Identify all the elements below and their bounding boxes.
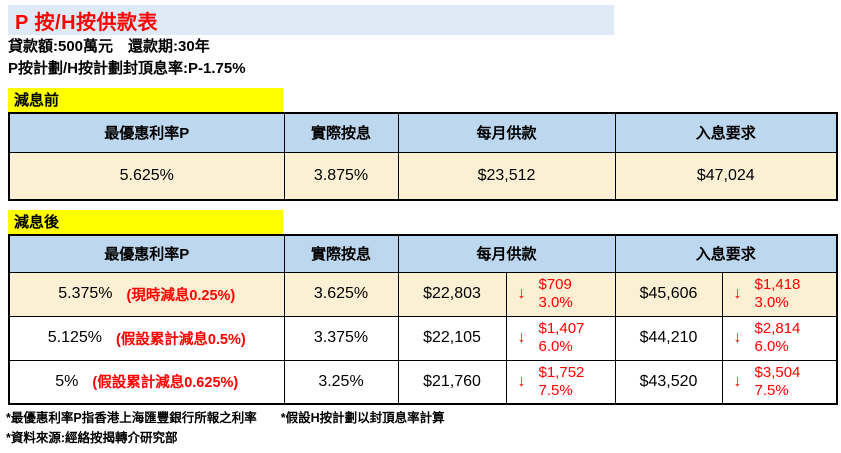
after-row2-actual-rate-value: 3.375% bbox=[283, 315, 399, 361]
payment-change-pct: 7.5% bbox=[538, 381, 573, 399]
payment-change-amount: $1,752 bbox=[538, 363, 585, 381]
down-arrow-icon: ↓ bbox=[733, 372, 742, 390]
payment-change-text: $1,407 6.0% bbox=[539, 320, 585, 356]
down-arrow-icon: ↓ bbox=[733, 285, 742, 302]
before-table-header-row: 最優惠利率P 實際按息 每月供款 入息要求 bbox=[8, 112, 838, 153]
after-row3-actual-rate-value: 3.25% bbox=[283, 359, 399, 405]
prime-rate-value: 5.375% bbox=[58, 285, 113, 302]
down-arrow-icon: ↓ bbox=[517, 285, 526, 302]
footnote-data-source: *資料來源:經絡按揭轉介研究部 bbox=[6, 431, 178, 445]
col-header-income-required: 入息要求 bbox=[614, 234, 838, 273]
after-row3-prime-rate-cell: 5% (假設累計減息0.625%) bbox=[8, 359, 285, 405]
col-header-monthly-payment: 每月供款 bbox=[397, 112, 616, 153]
cap-rate-line: P按計劃/H按計劃封頂息率:P-1.75% bbox=[8, 60, 246, 77]
payment-change-text: $1,752 7.5% bbox=[539, 364, 585, 400]
section-label-before-cut: 減息前 bbox=[8, 88, 283, 112]
col-header-prime-rate: 最優惠利率P bbox=[8, 234, 285, 273]
col-header-actual-rate: 實際按息 bbox=[283, 234, 399, 273]
before-table-data-row: 5.625% 3.875% $23,512 $47,024 bbox=[8, 151, 838, 201]
col-header-actual-rate: 實際按息 bbox=[283, 112, 399, 153]
footnote-h-plan-assumption: *假設H按計劃以封頂息率計算 bbox=[280, 411, 445, 425]
after-row1-income-required-value: $45,606 bbox=[614, 271, 723, 317]
after-row3-monthly-payment-value: $21,760 bbox=[397, 359, 507, 405]
after-row1-payment-change-cell: ↓ $709 3.0% bbox=[505, 271, 616, 317]
income-change-amount: $1,418 bbox=[754, 276, 801, 293]
payment-change-pct: 6.0% bbox=[538, 338, 573, 355]
after-row1-actual-rate-value: 3.625% bbox=[283, 271, 399, 317]
rate-cut-note: (假設累計減息0.625%) bbox=[92, 375, 239, 392]
after-row3-income-required-value: $43,520 bbox=[614, 359, 723, 405]
footnotes: *最優惠利率P指香港上海匯豐銀行所報之利率 *假設H按計劃以封頂息率計算 *資料… bbox=[6, 410, 836, 447]
prime-rate-value: 5% bbox=[55, 372, 79, 390]
after-table-row-1: 5.375% (現時減息0.25%) 3.625% $22,803 ↓ $709… bbox=[8, 271, 838, 317]
after-row1-income-change-cell: ↓ $1,418 3.0% bbox=[721, 271, 838, 317]
after-table-row-2: 5.125% (假設累計減息0.5%) 3.375% $22,105 ↓ $1,… bbox=[8, 315, 838, 361]
before-actual-rate-value: 3.875% bbox=[283, 151, 399, 201]
after-row1-monthly-payment-value: $22,803 bbox=[397, 271, 507, 317]
payment-change-pct: 3.0% bbox=[538, 294, 573, 311]
page-title-bar: P 按/H按供款表 bbox=[8, 5, 614, 35]
footnote-line-1: *最優惠利率P指香港上海匯豐銀行所報之利率 *假設H按計劃以封頂息率計算 bbox=[6, 410, 836, 427]
before-rate-cut-table: 最優惠利率P 實際按息 每月供款 入息要求 5.625% 3.875% $23,… bbox=[8, 112, 838, 201]
after-row2-payment-change-cell: ↓ $1,407 6.0% bbox=[505, 315, 616, 361]
payment-change-amount: $1,407 bbox=[538, 320, 585, 337]
payment-change-text: $709 3.0% bbox=[539, 276, 573, 312]
before-monthly-payment-value: $23,512 bbox=[397, 151, 616, 201]
rate-cut-note: (現時減息0.25%) bbox=[126, 287, 236, 304]
income-change-pct: 3.0% bbox=[754, 294, 789, 311]
income-change-text: $3,504 7.5% bbox=[755, 364, 801, 400]
after-row3-income-change-cell: ↓ $3,504 7.5% bbox=[721, 359, 838, 405]
col-header-income-required: 入息要求 bbox=[614, 112, 838, 153]
col-header-prime-rate: 最優惠利率P bbox=[8, 112, 285, 153]
after-table-row-3: 5% (假設累計減息0.625%) 3.25% $21,760 ↓ $1,752… bbox=[8, 359, 838, 405]
page-title: P 按/H按供款表 bbox=[15, 11, 159, 34]
footnote-prime-rate-definition: *最優惠利率P指香港上海匯豐銀行所報之利率 bbox=[6, 411, 257, 425]
down-arrow-icon: ↓ bbox=[517, 372, 526, 390]
payment-change-amount: $709 bbox=[538, 276, 572, 293]
income-change-text: $1,418 3.0% bbox=[755, 276, 801, 312]
after-rate-cut-table: 最優惠利率P 實際按息 每月供款 入息要求 5.375% (現時減息0.25%)… bbox=[8, 234, 839, 405]
loan-info-line: 貸款額:500萬元 還款期:30年 bbox=[8, 38, 210, 55]
section-label-after-cut: 減息後 bbox=[8, 210, 283, 234]
income-change-text: $2,814 6.0% bbox=[755, 320, 801, 356]
rate-cut-note: (假設累計減息0.5%) bbox=[116, 331, 246, 348]
col-header-monthly-payment: 每月供款 bbox=[397, 234, 616, 273]
footnote-line-2: *資料來源:經絡按揭轉介研究部 bbox=[6, 430, 836, 447]
prime-rate-value: 5.125% bbox=[47, 329, 103, 346]
income-change-pct: 7.5% bbox=[754, 381, 789, 399]
after-row1-prime-rate-cell: 5.375% (現時減息0.25%) bbox=[8, 271, 285, 317]
down-arrow-icon: ↓ bbox=[733, 329, 742, 346]
before-prime-rate-value: 5.625% bbox=[8, 151, 285, 201]
after-row3-payment-change-cell: ↓ $1,752 7.5% bbox=[505, 359, 616, 405]
after-row2-monthly-payment-value: $22,105 bbox=[397, 315, 507, 361]
down-arrow-icon: ↓ bbox=[517, 329, 526, 346]
income-change-amount: $2,814 bbox=[754, 320, 801, 337]
income-change-amount: $3,504 bbox=[754, 363, 801, 381]
income-change-pct: 6.0% bbox=[754, 338, 789, 355]
after-row2-income-change-cell: ↓ $2,814 6.0% bbox=[721, 315, 838, 361]
after-table-header-row: 最優惠利率P 實際按息 每月供款 入息要求 bbox=[8, 234, 838, 273]
before-income-required-value: $47,024 bbox=[614, 151, 838, 201]
after-row2-prime-rate-cell: 5.125% (假設累計減息0.5%) bbox=[8, 315, 285, 361]
after-row2-income-required-value: $44,210 bbox=[614, 315, 723, 361]
